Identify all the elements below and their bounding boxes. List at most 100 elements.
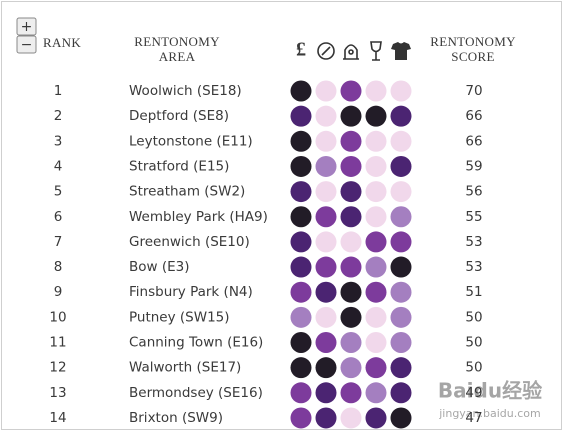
rating-dot — [315, 130, 337, 152]
rating-dot — [340, 281, 362, 303]
rating-dot — [390, 155, 412, 177]
rating-dot — [390, 332, 412, 353]
rating-dot — [390, 407, 412, 429]
rating-dot — [315, 105, 337, 127]
area: Stratford (E15) — [129, 158, 229, 174]
rating-dot — [390, 80, 412, 102]
score: 47 — [465, 410, 482, 426]
area: Bow (E3) — [129, 259, 190, 275]
rating-dot — [390, 306, 412, 328]
nightlife-icon — [370, 41, 382, 61]
rating-dot — [390, 281, 412, 303]
rating-dot — [315, 155, 337, 177]
rating-dot — [340, 130, 362, 152]
rating-dot — [365, 206, 387, 228]
rating-dot — [290, 231, 312, 253]
score: 66 — [465, 108, 482, 124]
score: 56 — [465, 184, 482, 200]
rank: 14 — [49, 410, 66, 426]
area-header: RENTONOMY — [134, 34, 220, 49]
watermark: Baidu经验 jingyan.baidu.com — [438, 379, 542, 421]
rating-dot — [315, 256, 337, 278]
rank: 8 — [54, 259, 63, 275]
score-header: SCORE — [451, 49, 494, 64]
score-header: RENTONOMY — [430, 34, 516, 49]
rating-dot — [340, 105, 362, 127]
rating-dot — [290, 206, 312, 228]
rating-dot — [340, 155, 362, 177]
rating-dot — [390, 206, 412, 228]
rating-dot — [290, 80, 312, 102]
rating-dot — [365, 281, 387, 303]
rating-dot — [290, 357, 312, 379]
safety-icon — [343, 44, 359, 60]
rating-dot — [365, 105, 387, 127]
rating-dot — [290, 181, 312, 203]
rank-header: RANK — [43, 35, 81, 50]
rating-dot — [290, 332, 312, 353]
area: Walworth (SE17) — [129, 360, 241, 376]
rank: 7 — [54, 234, 63, 250]
rank: 5 — [54, 184, 63, 200]
rating-dot — [315, 281, 337, 303]
rating-dot — [390, 357, 412, 379]
rating-dot — [340, 256, 362, 278]
rating-dot — [315, 206, 337, 228]
watermark-url: jingyan.baidu.com — [438, 407, 541, 420]
rating-dot — [365, 130, 387, 152]
rating-dot — [315, 306, 337, 328]
area: Putney (SW15) — [129, 309, 230, 325]
rating-dot — [290, 105, 312, 127]
rating-dot — [290, 382, 312, 404]
rating-dot — [290, 155, 312, 177]
transport-icon — [321, 46, 331, 56]
rating-dot — [365, 407, 387, 429]
price-icon: £ — [296, 39, 306, 61]
rating-dot — [390, 181, 412, 203]
score: 50 — [465, 335, 482, 351]
rating-dot — [290, 407, 312, 429]
zoom-out-label: − — [21, 37, 33, 53]
score: 70 — [465, 83, 482, 99]
score: 66 — [465, 133, 482, 149]
score: 50 — [465, 360, 482, 376]
rank: 2 — [54, 108, 63, 124]
rating-dot — [315, 181, 337, 203]
rating-dot — [390, 130, 412, 152]
rating-dot — [315, 407, 337, 429]
zoom-out-button[interactable]: − — [16, 35, 37, 54]
rating-dot — [315, 231, 337, 253]
rating-dot — [340, 231, 362, 253]
score: 50 — [465, 309, 482, 325]
zoom-in-label: + — [21, 19, 33, 35]
rating-dot — [315, 382, 337, 404]
score: 55 — [465, 209, 482, 225]
rating-dot — [365, 155, 387, 177]
rank: 6 — [54, 209, 63, 225]
rating-dot — [340, 382, 362, 404]
area: Brixton (SW9) — [129, 410, 223, 426]
rating-dot — [290, 306, 312, 328]
rating-dot — [390, 231, 412, 253]
score: 53 — [465, 234, 482, 250]
rating-dot — [290, 256, 312, 278]
rating-dot — [390, 382, 412, 404]
rating-dot — [365, 231, 387, 253]
rating-dot — [365, 80, 387, 102]
rating-dot — [365, 306, 387, 328]
rating-dot — [340, 181, 362, 203]
score: 51 — [465, 284, 482, 300]
watermark-brand: Baidu经验 — [438, 379, 542, 403]
rating-dot — [315, 357, 337, 379]
rating-dot — [290, 281, 312, 303]
score: 59 — [465, 158, 482, 174]
rating-dot — [340, 206, 362, 228]
zoom-in-button[interactable]: + — [16, 17, 37, 36]
area: Bermondsey (SE16) — [129, 385, 263, 401]
rating-dot — [365, 357, 387, 379]
area: Canning Town (E16) — [129, 335, 263, 351]
rows: 1 Woolwich (SE18) 70 2 Deptford (SE8) 66 3 Leyt… — [49, 80, 483, 429]
area: Streatham (SW2) — [129, 184, 245, 200]
